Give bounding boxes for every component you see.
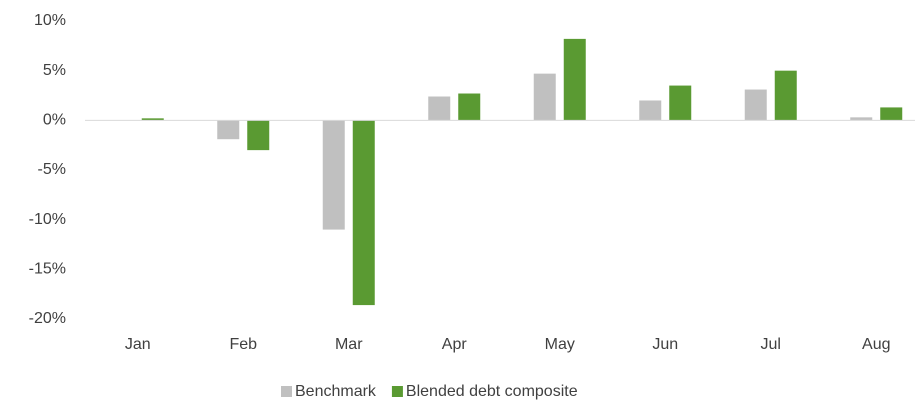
y-tick-label: -10% — [29, 211, 66, 228]
legend-label: Benchmark — [295, 383, 377, 400]
legend-label: Blended debt composite — [406, 383, 578, 400]
bar — [774, 70, 797, 121]
bar — [141, 118, 164, 121]
legend-swatch — [391, 386, 403, 397]
x-tick-label: Feb — [229, 336, 257, 353]
bar — [458, 93, 481, 121]
bar — [322, 120, 345, 230]
y-tick-label: -5% — [38, 161, 66, 178]
y-tick-label: 0% — [43, 112, 66, 129]
x-tick-label: Jan — [125, 336, 151, 353]
x-tick-label: Mar — [335, 336, 363, 353]
y-tick-label: 10% — [34, 12, 66, 29]
x-tick-label: Aug — [862, 336, 890, 353]
x-tick-label: Jul — [761, 336, 781, 353]
x-tick-label: Apr — [442, 336, 468, 353]
bar — [428, 96, 451, 121]
bar — [880, 107, 903, 121]
bar — [744, 89, 767, 121]
y-tick-label: -20% — [29, 310, 66, 327]
bar — [639, 100, 662, 121]
bar — [850, 117, 873, 121]
legend-swatch — [281, 386, 292, 397]
bar — [217, 120, 240, 140]
y-tick-label: 5% — [43, 62, 66, 79]
x-tick-label: Jun — [652, 336, 678, 353]
bar — [533, 73, 556, 121]
x-tick-label: May — [545, 336, 575, 353]
bar — [247, 120, 270, 151]
bar — [352, 120, 375, 306]
bar — [669, 85, 692, 121]
y-tick-label: -15% — [29, 261, 66, 278]
bar — [563, 38, 586, 121]
